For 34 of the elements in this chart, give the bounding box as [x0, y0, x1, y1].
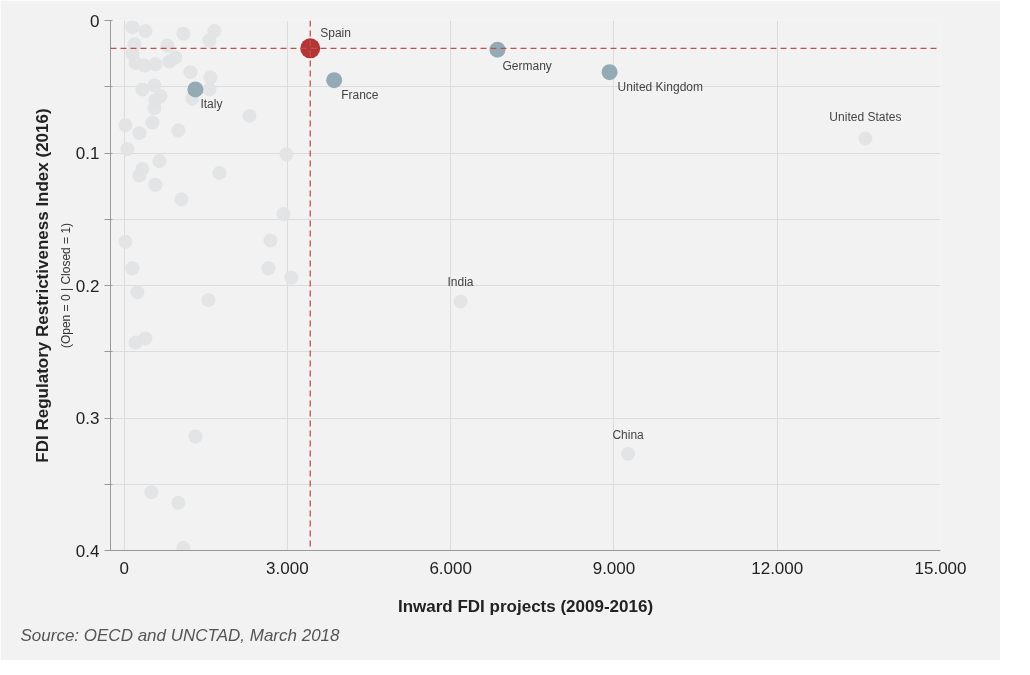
point	[168, 50, 183, 65]
source-note: Source: OECD and UNCTAD, March 2018	[20, 625, 341, 645]
point	[187, 81, 204, 98]
annotation: Germany	[502, 58, 552, 73]
x-tick-label: 0	[119, 558, 129, 578]
annotation: India	[447, 275, 474, 290]
y-tick-label: 0.3	[75, 409, 100, 428]
point	[160, 38, 175, 53]
y-tick-label: 0.4	[75, 541, 100, 561]
annotation: France	[341, 88, 379, 103]
annotation: China	[612, 427, 645, 442]
y-tick-label: 0.2	[75, 276, 100, 296]
point	[300, 38, 321, 59]
point	[202, 82, 217, 97]
point	[489, 41, 506, 58]
y-tick-label: 0.1	[75, 144, 100, 163]
point	[601, 64, 618, 81]
x-tick-label: 3.000	[266, 558, 309, 578]
y-axis-title: FDI Regulatory Restrictiveness Index (2016)	[32, 108, 52, 463]
x-tick-label: 6.000	[429, 558, 472, 578]
point	[183, 65, 198, 80]
annotation: Italy	[200, 97, 223, 112]
point	[125, 20, 140, 35]
x-axis-title: Inward FDI projects (2009-2016)	[397, 596, 654, 616]
y-tick-label: 0	[90, 11, 100, 31]
text: (Open = 0 | Closed = 1)	[58, 222, 73, 349]
point	[203, 70, 218, 85]
x-tick-label: 12.000	[751, 558, 804, 578]
point	[326, 72, 343, 89]
annotation: United Kingdom	[617, 80, 703, 95]
annotation: Spain	[320, 26, 351, 41]
x-tick-label: 9.000	[592, 558, 636, 578]
annotation: United States	[829, 110, 902, 125]
x-tick-label: 15.000	[914, 558, 967, 578]
